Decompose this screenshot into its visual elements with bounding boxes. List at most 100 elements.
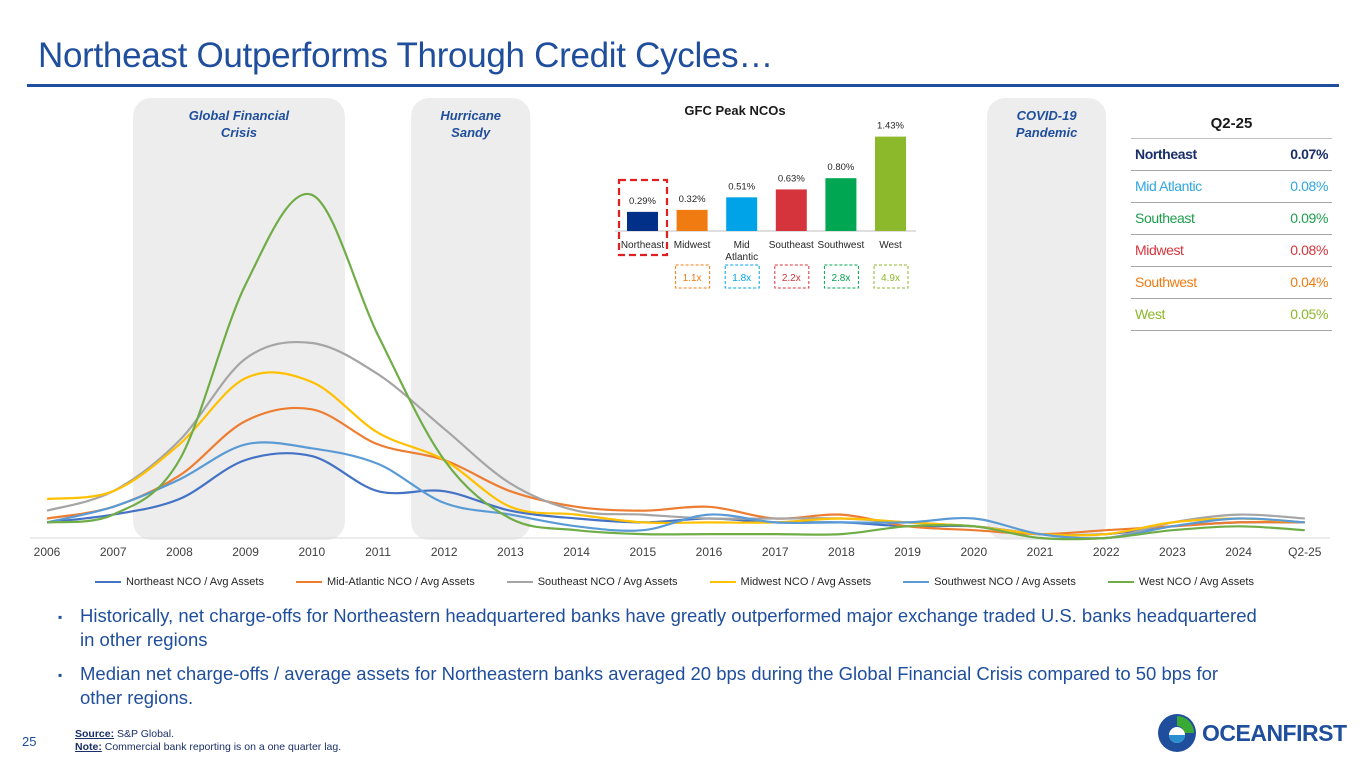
inset-value-label: 0.80% xyxy=(827,162,854,173)
q-table-row: Southeast 0.09% xyxy=(1131,203,1332,235)
bullet-item: ▪ Median net charge-offs / average asset… xyxy=(58,662,1258,710)
legend-label: Southeast NCO / Avg Assets xyxy=(537,576,678,588)
multiple-label: 1.8x xyxy=(732,273,751,284)
legend-label: Mid-Atlantic NCO / Avg Assets xyxy=(326,576,475,588)
legend-entry: Mid-Atlantic NCO / Avg Assets xyxy=(295,576,475,588)
bullet-text: Median net charge-offs / average assets … xyxy=(80,663,1219,708)
x-tick-label: 2008 xyxy=(166,545,193,559)
multiple-label: 4.9x xyxy=(881,273,900,284)
multiple-label: 2.2x xyxy=(782,273,801,284)
x-tick-label: 2006 xyxy=(34,545,61,559)
event-label: Pandemic xyxy=(1016,125,1078,140)
bullet-text: Historically, net charge-offs for Northe… xyxy=(80,605,1257,650)
bullet-marker: ▪ xyxy=(58,668,63,682)
logo-mark-icon xyxy=(1158,714,1196,752)
inset-value-label: 0.51% xyxy=(728,181,755,192)
q-row-region: West xyxy=(1135,306,1166,322)
x-tick-label: 2007 xyxy=(100,545,127,559)
legend-swatch xyxy=(506,581,533,583)
note-text: Commercial bank reporting is on a one qu… xyxy=(101,741,342,753)
bullet-list: ▪ Historically, net charge-offs for Nort… xyxy=(58,604,1258,720)
event-label: COVID-19 xyxy=(1017,108,1078,123)
q-table-header: Q2-25 xyxy=(1131,110,1332,139)
series-line xyxy=(46,371,1305,537)
series-line xyxy=(46,406,1305,536)
nco-line-chart: Global Financial Crisis Hurricane Sandy COVI… xyxy=(30,98,1330,559)
x-tick-label: 2017 xyxy=(762,545,789,559)
legend-label: Northeast NCO / Avg Assets xyxy=(126,576,264,588)
x-tick-label: 2013 xyxy=(497,545,524,559)
legend-swatch xyxy=(95,581,121,583)
q-table-row: Mid Atlantic 0.08% xyxy=(1131,171,1332,203)
logo-wordmark: OCEANFIRST xyxy=(1202,719,1347,746)
note-label: Note: xyxy=(75,741,102,753)
q-row-region: Southeast xyxy=(1135,210,1195,226)
q-table-row: Northeast 0.07% xyxy=(1131,139,1332,171)
event-label: Hurricane xyxy=(440,108,501,123)
inset-category-label: Midwest xyxy=(674,240,711,251)
legend-label: Midwest NCO / Avg Assets xyxy=(740,576,872,588)
legend-entry: Southeast NCO / Avg Assets xyxy=(506,576,678,588)
event-shade xyxy=(411,98,531,540)
x-tick-label: 2022 xyxy=(1093,545,1120,559)
inset-value-label: 0.63% xyxy=(778,173,805,184)
multiple-box xyxy=(873,264,909,289)
legend-swatch xyxy=(903,581,930,583)
x-tick-label: 2018 xyxy=(828,545,855,559)
inset-value-label: 0.29% xyxy=(629,196,656,207)
legend-label: West NCO / Avg Assets xyxy=(1138,576,1254,588)
q2-25-table: Q2-25 Northeast 0.07% Mid Atlantic 0.08% Sou… xyxy=(1131,110,1332,331)
q-row-value: 0.08% xyxy=(1290,242,1328,258)
x-tick-label: 2014 xyxy=(563,545,590,559)
q-row-region: Southwest xyxy=(1135,274,1197,290)
inset-category-label: Southeast xyxy=(769,240,814,251)
chart-legend: Northeast NCO / Avg Assets Mid-Atlantic N… xyxy=(95,576,1286,588)
multiple-box xyxy=(774,264,810,289)
x-tick-label: 2024 xyxy=(1225,545,1252,559)
legend-swatch xyxy=(295,581,322,583)
inset-title: GFC Peak NCOs xyxy=(684,103,785,118)
bullet-marker: ▪ xyxy=(58,610,63,624)
inset-category-label: West xyxy=(879,240,902,251)
multiple-box xyxy=(823,264,859,289)
q-row-region: Northeast xyxy=(1135,146,1197,162)
inset-value-label: 0.32% xyxy=(679,194,706,205)
oceanfirst-logo: OCEANFIRST xyxy=(1156,712,1347,754)
inset-bar xyxy=(726,197,758,231)
x-tick-label: 2020 xyxy=(960,545,987,559)
page-title: Northeast Outperforms Through Credit Cyc… xyxy=(38,36,774,75)
q-row-value: 0.05% xyxy=(1290,306,1328,322)
event-shade xyxy=(987,98,1107,540)
page-number: 25 xyxy=(22,734,37,749)
x-tick-label: Q2-25 xyxy=(1288,545,1322,559)
inset-category-label: Mid xyxy=(734,240,750,251)
source-text: S&P Global. xyxy=(114,728,175,740)
x-tick-label: 2012 xyxy=(431,545,458,559)
legend-entry: West NCO / Avg Assets xyxy=(1107,576,1254,588)
legend-label: Southwest NCO / Avg Assets xyxy=(934,576,1076,588)
inset-bar xyxy=(825,178,857,231)
event-label: Global Financial xyxy=(189,108,290,123)
inset-bar xyxy=(775,189,807,231)
q-row-value: 0.07% xyxy=(1290,146,1328,162)
x-tick-label: 2021 xyxy=(1027,545,1054,559)
x-tick-label: 2019 xyxy=(894,545,921,559)
x-tick-label: 2011 xyxy=(365,545,391,559)
series-line xyxy=(46,192,1305,541)
inset-value-label: 1.43% xyxy=(877,121,904,132)
inset-bar xyxy=(676,209,708,231)
inset-bar xyxy=(875,136,906,231)
x-tick-label: 2009 xyxy=(232,545,259,559)
bullet-item: ▪ Historically, net charge-offs for Nort… xyxy=(58,604,1258,652)
event-label: Crisis xyxy=(221,125,257,140)
q-row-value: 0.08% xyxy=(1290,178,1328,194)
x-tick-label: 2016 xyxy=(696,545,723,559)
legend-entry: Southwest NCO / Avg Assets xyxy=(903,576,1076,588)
inset-category-label: Atlantic xyxy=(725,252,758,263)
title-divider xyxy=(27,84,1339,87)
x-tick-label: 2010 xyxy=(298,545,325,559)
multiple-label: 1.1x xyxy=(683,273,702,284)
legend-entry: Northeast NCO / Avg Assets xyxy=(95,576,264,588)
q-row-region: Mid Atlantic xyxy=(1135,178,1202,194)
northeast-highlight xyxy=(617,178,669,257)
